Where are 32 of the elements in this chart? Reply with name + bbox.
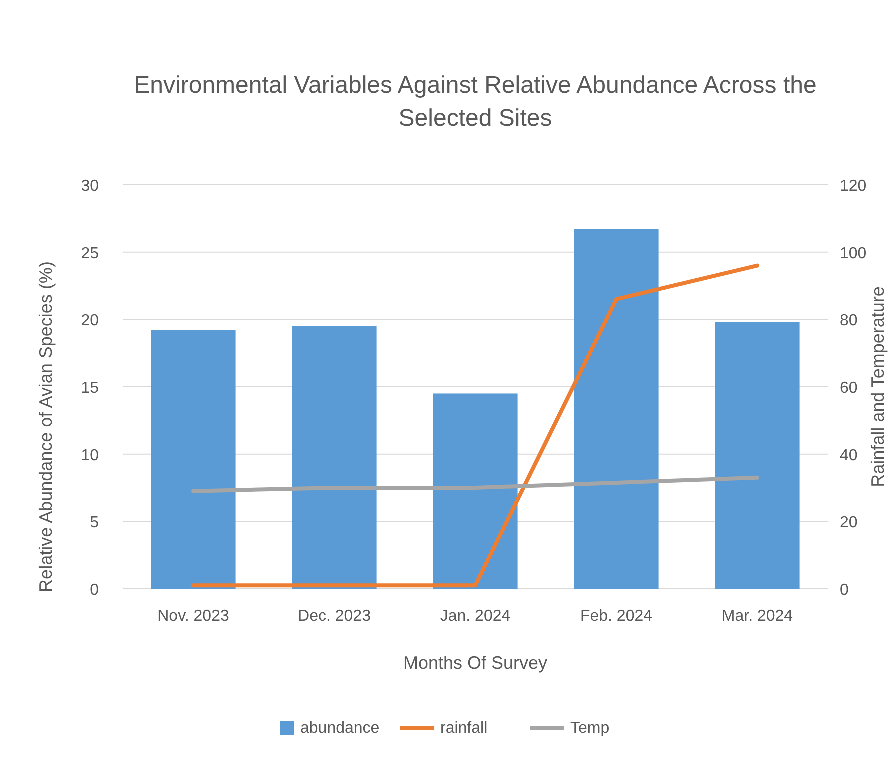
legend-label: abundance [300,720,380,737]
y2-axis-title: Rainfall and Temperature [868,286,888,488]
x-tick-label: Jan. 2024 [440,608,511,625]
y2-tick-label: 60 [840,380,858,397]
y2-tick-label: 0 [840,582,849,599]
chart-title: Environmental Variables Against Relative Abundance Across the Selected Sites [134,72,817,132]
bar [151,330,236,589]
bar [433,394,518,589]
line-series [192,476,760,494]
bar [292,326,377,589]
y2-tick-label: 40 [840,447,858,464]
x-axis-title: Months Of Survey [403,653,548,673]
y2-tick-label: 100 [840,245,867,262]
x-tick-label: Feb. 2024 [580,608,653,625]
y-tick-label: 5 [90,514,100,532]
y-tick-label: 30 [81,178,100,195]
bar [715,322,800,589]
y-tick-label: 20 [81,312,100,330]
y-tick-label: 0 [90,582,100,599]
y-tick-label: 25 [81,245,100,262]
y2-tick-label: 80 [840,312,858,330]
x-tick-label: Mar. 2024 [722,608,794,625]
x-tick-label: Nov. 2023 [158,608,230,625]
y2-tick-label: 20 [840,514,858,532]
legend-label: Temp [570,720,610,737]
bar [574,229,659,589]
y-tick-label: 10 [81,447,100,464]
y-axis-title: Relative Abundance of Avian Species (%) [36,262,56,592]
x-tick-label: Dec. 2023 [298,608,372,625]
y-tick-label: 15 [81,380,100,397]
y2-tick-label: 120 [840,178,867,195]
legend-label: rainfall [440,720,488,737]
